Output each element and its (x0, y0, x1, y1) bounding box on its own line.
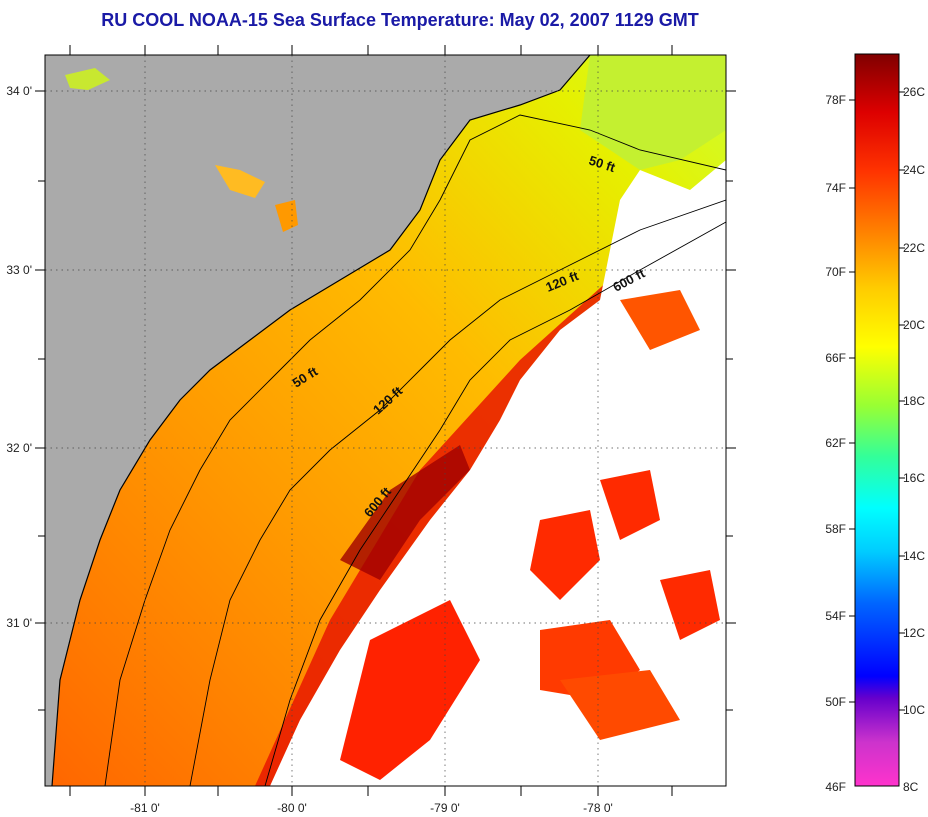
colorbar-f-label: 74F (825, 181, 846, 195)
colorbar-f-label: 78F (825, 93, 846, 107)
colorbar-f-label: 46F (825, 780, 846, 794)
lon-label: -78 0' (583, 801, 613, 815)
colorbar-c-label: 16C (903, 471, 925, 485)
axis-ticks (35, 45, 736, 796)
colorbar (854, 53, 900, 787)
colorbar-c-label: 22C (903, 241, 925, 255)
coastline (51, 55, 591, 786)
map-frame (44, 54, 727, 787)
inland-water (215, 165, 265, 198)
colorbar-c-label: 20C (903, 318, 925, 332)
contour-600ft (264, 221, 726, 786)
contour-50ft (104, 114, 726, 786)
contour-120ft (189, 199, 726, 786)
nearshore-cool-water (580, 55, 726, 170)
lon-label: -79 0' (430, 801, 460, 815)
lat-label: 31 0' (6, 616, 32, 630)
lon-label: -80 0' (277, 801, 307, 815)
grid-lines (45, 55, 726, 786)
inland-water (275, 200, 298, 232)
colorbar-c-label: 26C (903, 85, 925, 99)
colorbar-c-label: 10C (903, 703, 925, 717)
colorbar-f-label: 50F (825, 695, 846, 709)
lat-label: 32 0' (6, 441, 32, 455)
warm-patch (530, 510, 600, 600)
warm-patch (620, 290, 700, 350)
colorbar-c-label: 18C (903, 394, 925, 408)
warm-patch (660, 570, 720, 640)
colorbar-c-label: 14C (903, 549, 925, 563)
colorbar-c-label: 24C (903, 163, 925, 177)
colorbar-f-label: 62F (825, 436, 846, 450)
colorbar-f-label: 54F (825, 609, 846, 623)
colorbar-c-label: 12C (903, 626, 925, 640)
colorbar-c-label: 8C (903, 780, 919, 794)
warm-patch (560, 670, 680, 740)
warm-patch (600, 470, 660, 540)
colorbar-f-label: 66F (825, 351, 846, 365)
colorbar-f-label: 70F (825, 265, 846, 279)
lon-label: -81 0' (130, 801, 160, 815)
land (45, 55, 590, 786)
lat-label: 34 0' (6, 84, 32, 98)
colorbar-f-label: 58F (825, 522, 846, 536)
lat-label: 33 0' (6, 263, 32, 277)
map-title: RU COOL NOAA-15 Sea Surface Temperature:… (101, 10, 699, 30)
inland-water (65, 68, 110, 90)
gulf-stream-core (340, 445, 470, 580)
colorbar-ticks (849, 91, 905, 711)
